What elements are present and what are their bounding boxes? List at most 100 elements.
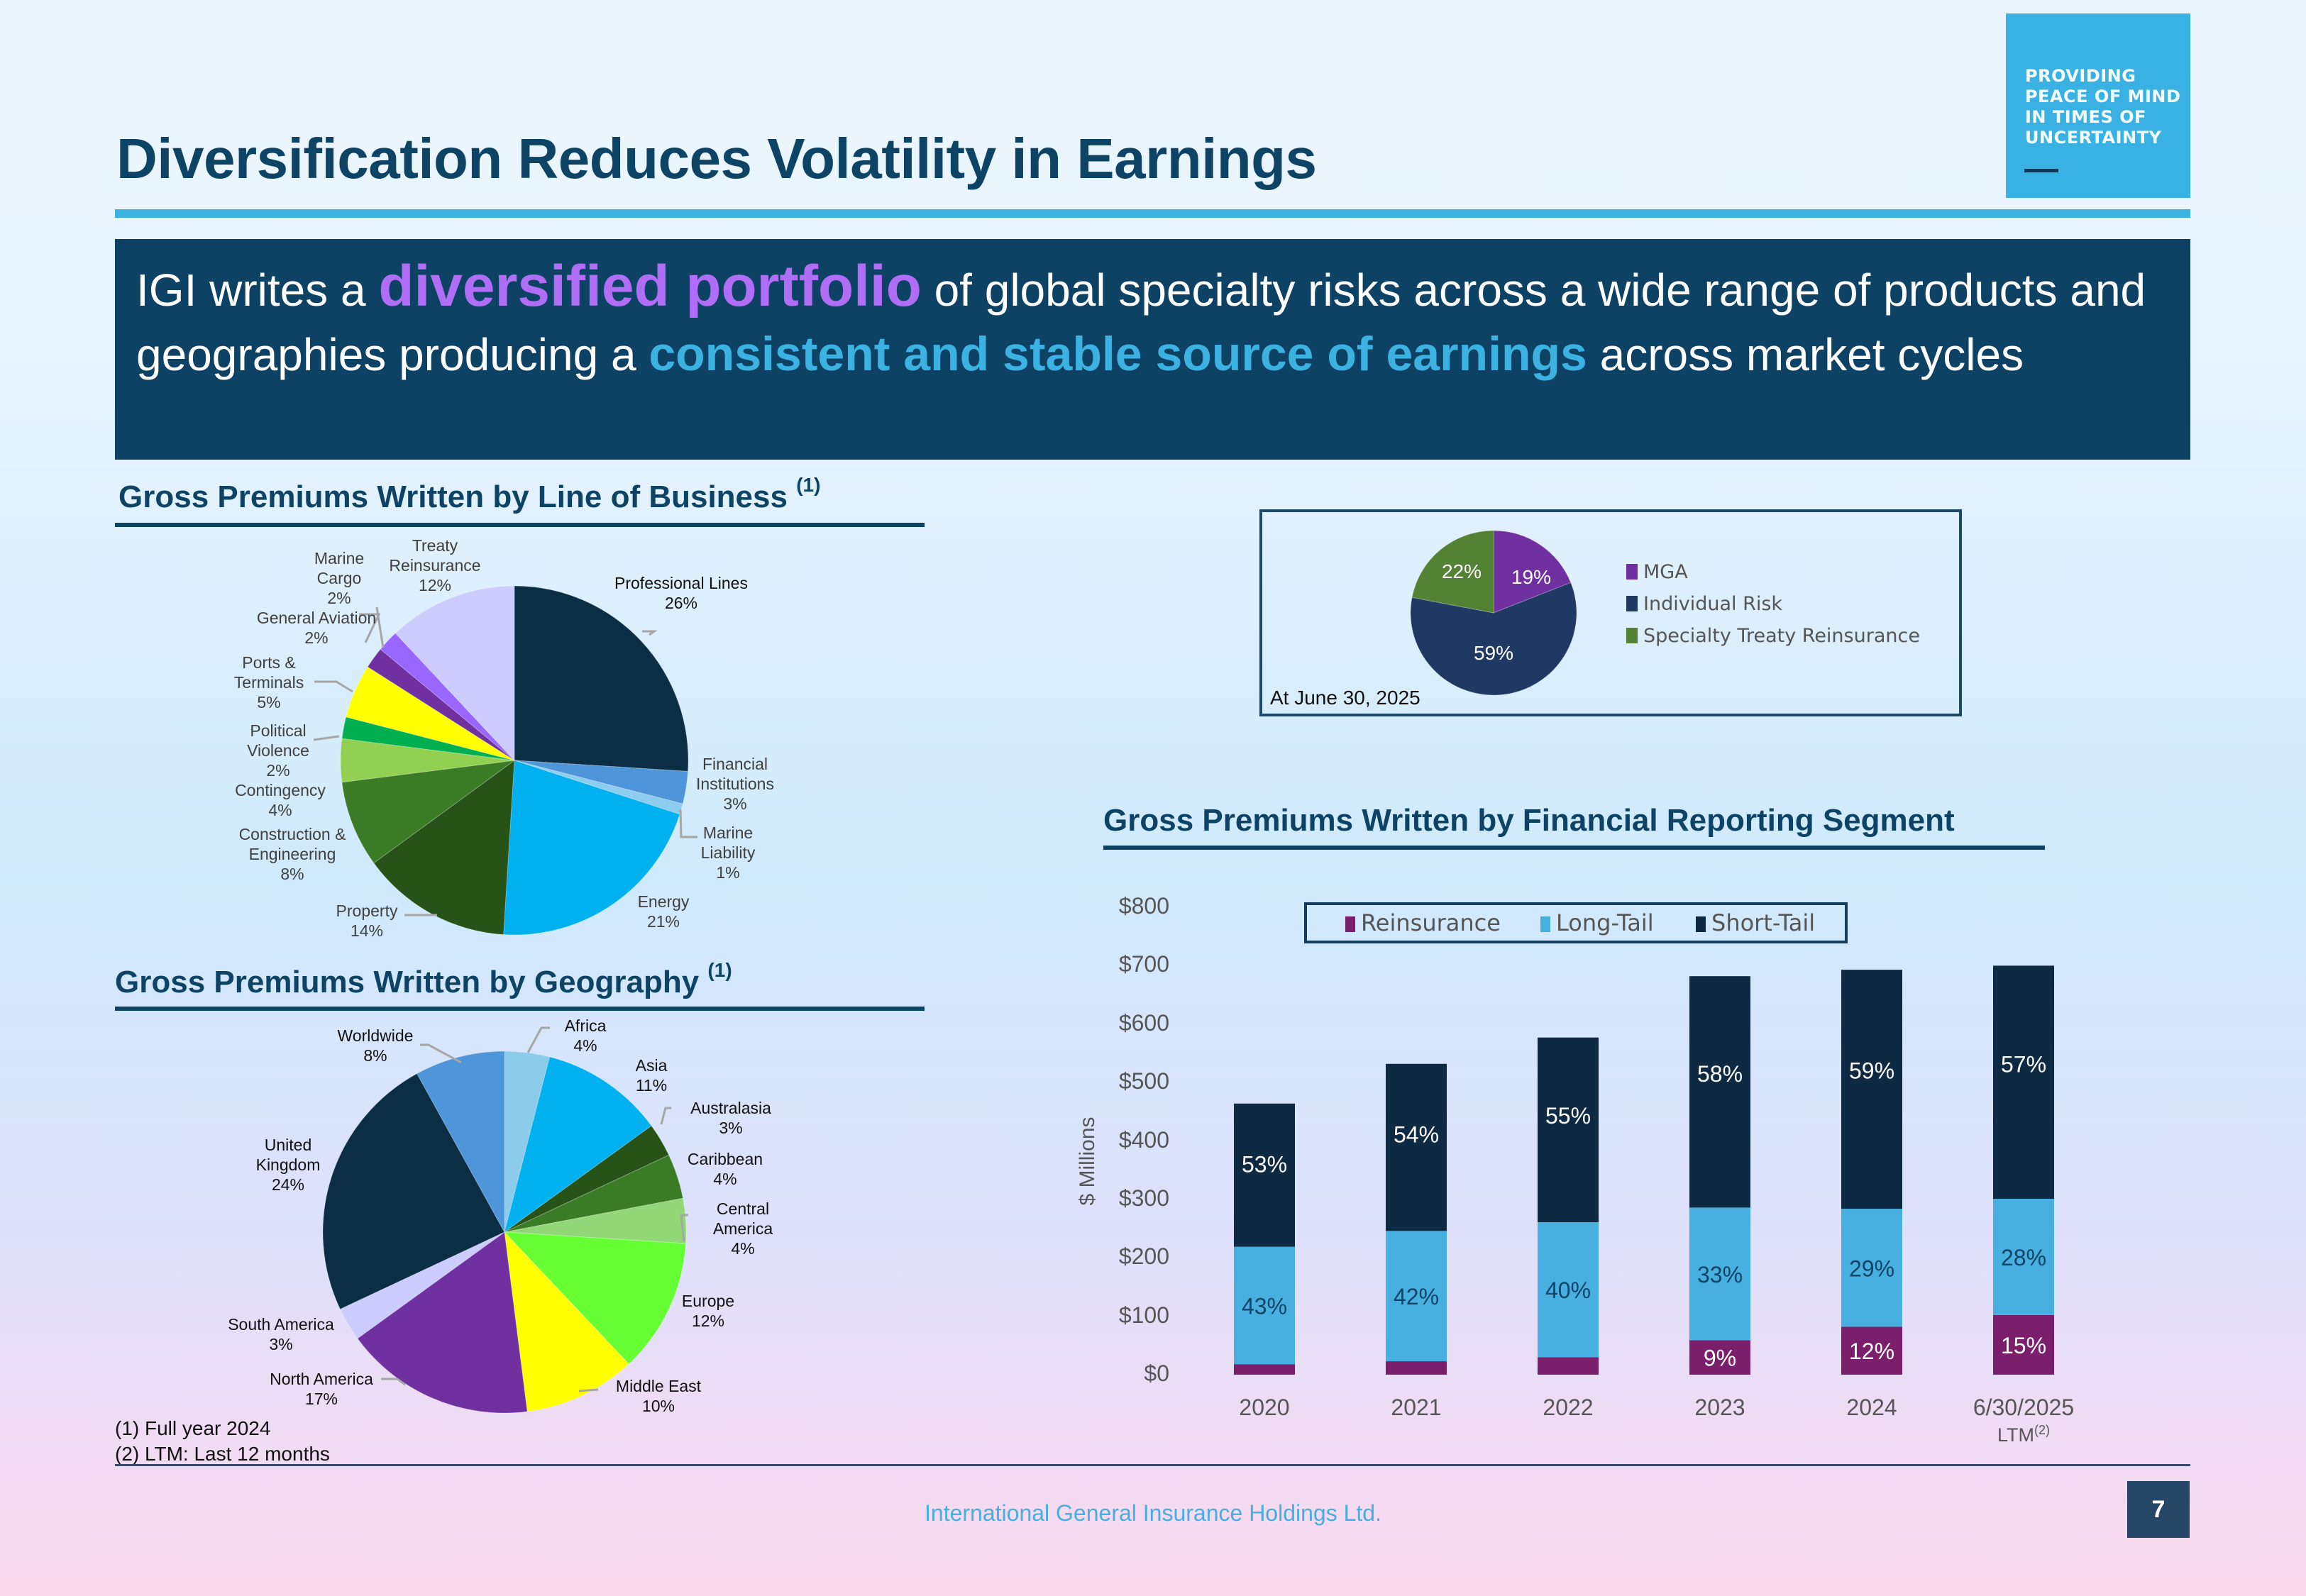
segment-section-title: Gross Premiums Written by Financial Repo… xyxy=(1103,803,1955,838)
segment-section-rule xyxy=(1103,846,2045,850)
pie-label-value: 4% xyxy=(713,1170,737,1188)
legend-swatch xyxy=(1345,916,1355,932)
bar-reinsurance-6-30-2025 xyxy=(1993,1314,2054,1375)
legend-item-long-tail: Long-Tail xyxy=(1540,909,1654,936)
geo-pie-chart xyxy=(322,1026,688,1414)
pie-label-value: 21% xyxy=(646,912,680,931)
tagline-line: PEACE OF MIND xyxy=(2025,87,2181,106)
pie-label-name: Middle East xyxy=(615,1377,702,1395)
pie-label-value: 4% xyxy=(268,801,292,819)
bar-label-short-tail-2021: 54% xyxy=(1394,1122,1439,1148)
pie-slice-individual-risk xyxy=(1410,582,1577,696)
pie-label-name: Marine Liability xyxy=(700,824,756,862)
bar-label-short-tail-2023: 58% xyxy=(1697,1061,1743,1087)
pie-slice-property xyxy=(373,759,515,936)
pie-label-general-aviation: General Aviation 2% xyxy=(249,608,384,648)
bar-chart-legend: Reinsurance Long-Tail Short-Tail xyxy=(1304,902,1848,943)
pie-label-name: South America xyxy=(228,1315,334,1334)
pie-slice-africa xyxy=(504,1051,551,1233)
pie-label-value: 8% xyxy=(280,865,304,883)
legend-label: Specialty Treaty Reinsurance xyxy=(1643,625,1920,647)
pie-data-label-individual-risk: 59% xyxy=(1474,642,1513,664)
pie-label-name: Africa xyxy=(564,1016,607,1035)
pie-label-middle-east: Middle East 10% xyxy=(605,1376,712,1416)
legend-swatch xyxy=(1626,564,1638,580)
pie-label-construction-engineering: Construction & Engineering 8% xyxy=(228,824,356,884)
pie-slice-general-aviation xyxy=(367,648,515,761)
legend-item-individual-risk: Individual Risk xyxy=(1626,593,1782,615)
bar-label-short-tail-2024: 59% xyxy=(1849,1058,1894,1084)
y-tick-label: $500 xyxy=(1118,1068,1169,1095)
leader-line xyxy=(313,735,340,741)
pie-slice-professional-lines xyxy=(514,585,689,772)
tagline-line: UNCERTAINTY xyxy=(2025,128,2162,148)
pie-label-energy: Energy 21% xyxy=(621,892,706,931)
bar-reinsurance-2024 xyxy=(1841,1326,1902,1375)
pie-slice-asia xyxy=(504,1056,652,1234)
footnotes: (1) Full year 2024 (2) LTM: Last 12 mont… xyxy=(115,1416,330,1467)
pie-label-value: 2% xyxy=(304,628,329,647)
pie-label-marine-cargo: Marine Cargo 2% xyxy=(304,548,375,608)
legend-label: Short-Tail xyxy=(1711,909,1816,936)
pie-label-central-america: Central America 4% xyxy=(704,1199,782,1258)
leader-line xyxy=(642,630,658,636)
bar-label-reinsurance-2023: 9% xyxy=(1704,1346,1736,1371)
legend-item-mga: MGA xyxy=(1626,561,1688,583)
pie-label-treaty-reinsurance: Treaty Reinsurance 12% xyxy=(382,536,488,595)
pie-label-value: 2% xyxy=(266,761,290,780)
leader-line xyxy=(679,809,697,838)
bar-label-short-tail-2020: 53% xyxy=(1242,1152,1287,1177)
bar-short-tail-2023 xyxy=(1689,976,1750,1208)
pie-slice-specialty-treaty-reinsurance xyxy=(1411,530,1494,614)
lob-section-title: Gross Premiums Written by Line of Busine… xyxy=(118,474,820,515)
geo-footnote-ref: (1) xyxy=(707,959,732,981)
pie-label-name: Construction & Engineering xyxy=(238,825,346,863)
banner-highlight-earnings: consistent and stable source of earnings xyxy=(649,327,1587,381)
pie-label-value: 4% xyxy=(573,1036,597,1055)
pie-slice-united-kingdom xyxy=(322,1073,505,1310)
pie-label-value: 3% xyxy=(269,1335,293,1353)
bar-reinsurance-2023 xyxy=(1689,1340,1750,1375)
pie-label-name: United Kingdom xyxy=(255,1136,321,1174)
pie-label-name: Worldwide xyxy=(337,1026,414,1045)
pie-label-value: 1% xyxy=(716,863,740,882)
logo-dash xyxy=(2024,169,2058,172)
pie-label-name: Professional Lines xyxy=(614,574,748,592)
leader-line xyxy=(375,606,385,648)
pie-label-australasia: Australasia 3% xyxy=(678,1098,784,1138)
bar-label-short-tail-6-30-2025: 57% xyxy=(2001,1051,2046,1077)
x-tick-label: 2024 xyxy=(1846,1395,1897,1420)
pie-slice-central-america xyxy=(504,1197,687,1244)
pie-label-value: 26% xyxy=(664,594,698,612)
banner-text: of global specialty risks across a wide … xyxy=(136,265,2146,380)
y-tick-label: $800 xyxy=(1118,893,1169,919)
business-mix-panel xyxy=(1259,509,1962,716)
bar-long-tail-2023 xyxy=(1689,1207,1750,1341)
lob-pie-chart xyxy=(313,585,697,936)
pie-data-label-mga: 19% xyxy=(1511,566,1551,588)
pie-label-name: Property xyxy=(336,902,398,920)
legend-label: MGA xyxy=(1643,561,1688,583)
tagline-line: PROVIDING xyxy=(2025,66,2136,86)
bar-reinsurance-2020 xyxy=(1234,1364,1295,1375)
pie-label-value: 14% xyxy=(350,921,384,940)
banner-text: across market cycles xyxy=(1587,329,2024,380)
pie-label-value: 17% xyxy=(304,1390,338,1408)
bar-reinsurance-2021 xyxy=(1386,1361,1447,1375)
pie-label-ports-terminals: Ports & Terminals 5% xyxy=(219,653,319,712)
geo-title-text: Gross Premiums Written by Geography xyxy=(115,965,700,999)
page-title: Diversification Reduces Volatility in Ea… xyxy=(116,127,1317,190)
bar-label-long-tail-2023: 33% xyxy=(1697,1262,1743,1287)
pie-label-value: 4% xyxy=(731,1239,755,1258)
sublabel-text: LTM xyxy=(1997,1424,2034,1446)
bar-long-tail-2020 xyxy=(1234,1246,1295,1365)
footnote: (1) Full year 2024 xyxy=(115,1417,271,1439)
bar-label-long-tail-2021: 42% xyxy=(1394,1284,1439,1309)
x-tick-sublabel: LTM(2) xyxy=(1953,1423,2095,1446)
pie-label-name: Central America xyxy=(712,1199,773,1238)
key-message-banner: IGI writes a diversified portfolio of gl… xyxy=(115,239,2190,460)
bar-long-tail-2024 xyxy=(1841,1209,1902,1327)
lob-section-rule xyxy=(115,523,925,527)
legend-swatch xyxy=(1626,628,1638,643)
footer-divider xyxy=(115,1464,2190,1466)
